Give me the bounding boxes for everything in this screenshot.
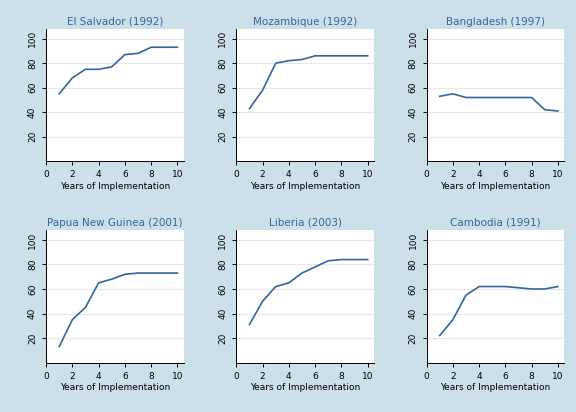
Title: Liberia (2003): Liberia (2003) xyxy=(269,218,342,228)
Title: Papua New Guinea (2001): Papua New Guinea (2001) xyxy=(47,218,183,228)
X-axis label: Years of Implementation: Years of Implementation xyxy=(60,383,170,392)
X-axis label: Years of Implementation: Years of Implementation xyxy=(441,383,551,392)
X-axis label: Years of Implementation: Years of Implementation xyxy=(441,182,551,191)
Title: Bangladesh (1997): Bangladesh (1997) xyxy=(446,16,545,27)
X-axis label: Years of Implementation: Years of Implementation xyxy=(60,182,170,191)
Title: Mozambique (1992): Mozambique (1992) xyxy=(253,16,357,27)
Title: Cambodia (1991): Cambodia (1991) xyxy=(450,218,541,228)
Title: El Salvador (1992): El Salvador (1992) xyxy=(67,16,163,27)
X-axis label: Years of Implementation: Years of Implementation xyxy=(250,182,361,191)
X-axis label: Years of Implementation: Years of Implementation xyxy=(250,383,361,392)
